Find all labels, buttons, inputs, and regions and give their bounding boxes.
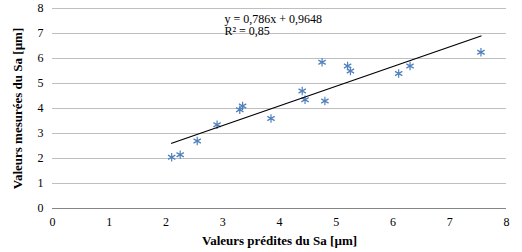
- svg-text:0: 0: [38, 201, 44, 215]
- svg-text:0: 0: [50, 215, 56, 229]
- svg-text:Valeurs mesurées du Sa [µm]: Valeurs mesurées du Sa [µm]: [10, 28, 25, 190]
- svg-text:6: 6: [390, 215, 396, 229]
- svg-text:7: 7: [38, 26, 44, 40]
- svg-text:5: 5: [333, 215, 339, 229]
- svg-text:3: 3: [38, 126, 44, 140]
- svg-text:2: 2: [38, 151, 44, 165]
- svg-text:8: 8: [504, 215, 510, 229]
- svg-text:8: 8: [38, 1, 44, 15]
- svg-text:2: 2: [163, 215, 169, 229]
- svg-text:y = 0,786x + 0,9648R² = 0,85: y = 0,786x + 0,9648R² = 0,85: [225, 12, 323, 38]
- svg-text:1: 1: [106, 215, 112, 229]
- svg-text:5: 5: [38, 76, 44, 90]
- svg-text:Valeurs prédites du Sa [µm]: Valeurs prédites du Sa [µm]: [202, 233, 357, 248]
- svg-text:1: 1: [38, 176, 44, 190]
- svg-text:4: 4: [277, 215, 283, 229]
- svg-text:7: 7: [447, 215, 453, 229]
- svg-text:4: 4: [38, 101, 44, 115]
- svg-text:3: 3: [220, 215, 226, 229]
- svg-text:6: 6: [38, 51, 44, 65]
